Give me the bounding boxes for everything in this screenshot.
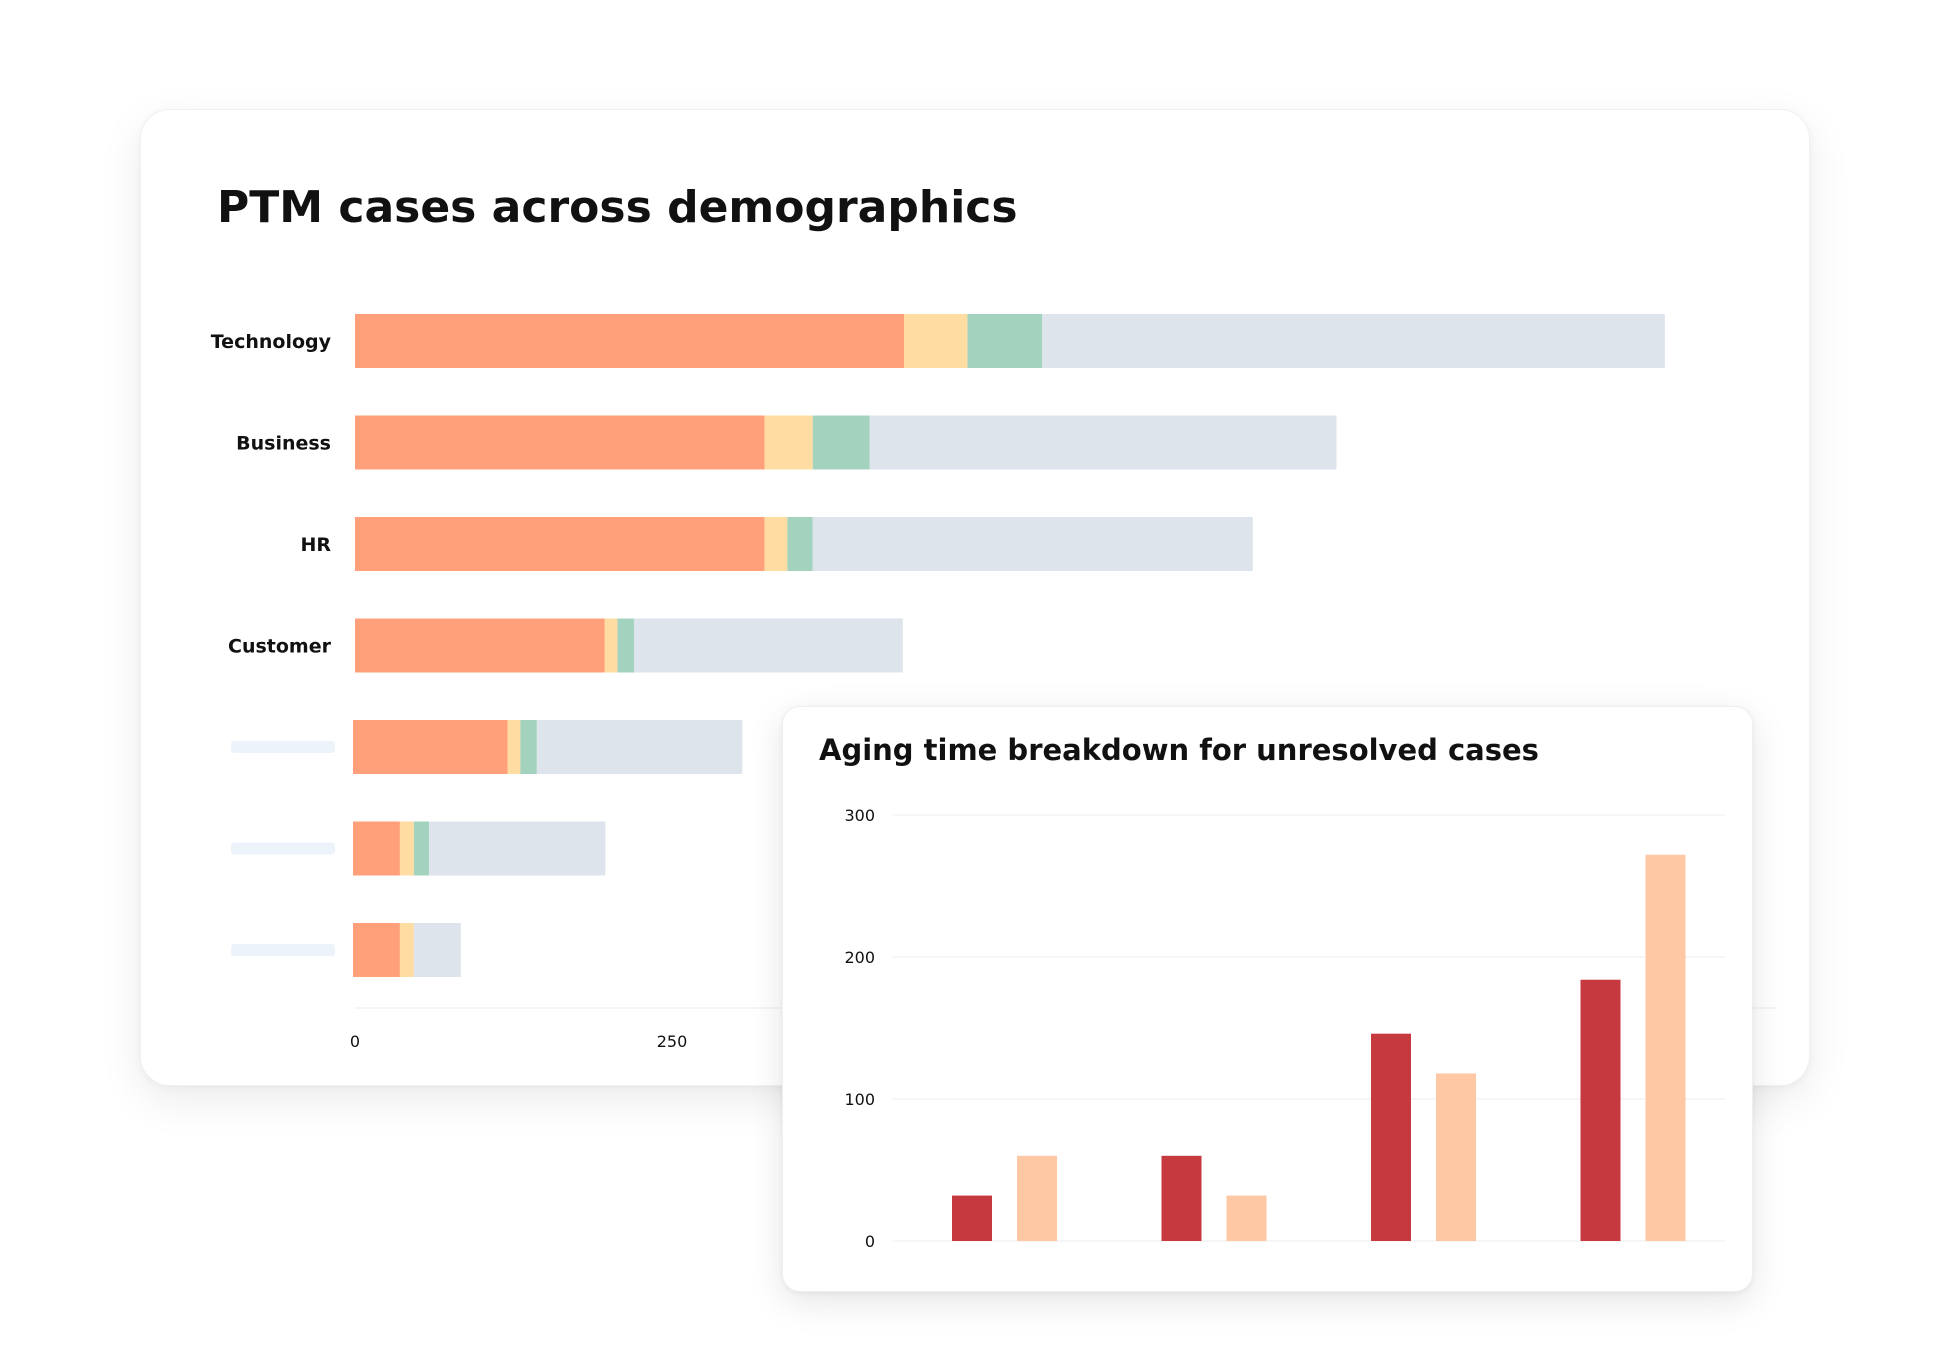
- bar-segment: [355, 618, 605, 673]
- bar-segment: [812, 415, 870, 470]
- bar-segment: [429, 821, 606, 876]
- bar-segment: [353, 821, 400, 876]
- bar: [1017, 1155, 1057, 1241]
- bar-segment: [507, 720, 521, 774]
- aging-time-card: Aging time breakdown for unresolved case…: [782, 706, 1753, 1292]
- bar-segment: [812, 517, 1253, 571]
- bar-segment: [355, 415, 765, 470]
- category-label-placeholder: [231, 944, 335, 956]
- ptm-cases-chart: Technology Business HR Customer 0 250: [211, 314, 1776, 1051]
- bar-segment: [399, 923, 414, 977]
- x-tick-label: 0: [350, 1032, 360, 1051]
- bar-segment: [869, 415, 1337, 470]
- bar-segment: [617, 618, 634, 673]
- bar-segment: [764, 415, 813, 470]
- bar-segment: [536, 720, 743, 774]
- bar-segment: [353, 720, 508, 774]
- bar: [1645, 854, 1686, 1241]
- aging-time-chart: 0 100 200 300: [844, 806, 1725, 1251]
- bar-segment: [604, 618, 618, 673]
- y-tick-label: 200: [844, 948, 875, 967]
- bar-segment: [764, 517, 788, 571]
- bar: [1226, 1195, 1267, 1241]
- bar: [1436, 1073, 1476, 1241]
- category-label: Technology: [211, 331, 332, 353]
- x-tick-label: 250: [657, 1032, 688, 1051]
- bar-segment: [1042, 314, 1665, 368]
- chart-title: Aging time breakdown for unresolved case…: [819, 733, 1539, 767]
- bar-segment: [413, 923, 461, 977]
- category-label: Business: [236, 433, 331, 455]
- bar-segment: [904, 314, 968, 368]
- bar: [952, 1195, 992, 1241]
- y-tick-label: 100: [844, 1090, 875, 1109]
- category-label-placeholder: [231, 741, 335, 753]
- y-tick-label: 300: [844, 806, 875, 825]
- category-label-placeholder: [231, 842, 335, 855]
- bar: [1161, 1155, 1202, 1241]
- y-tick-label: 0: [865, 1232, 875, 1251]
- bar-segment: [399, 821, 414, 876]
- bar-segment: [353, 923, 400, 977]
- chart-title: PTM cases across demographics: [217, 182, 1018, 233]
- category-label: Customer: [228, 636, 332, 658]
- bar-segment: [413, 821, 430, 876]
- bar-segment: [355, 314, 905, 368]
- bar-segment: [355, 517, 765, 571]
- category-label: HR: [300, 534, 331, 556]
- bar-segment: [520, 720, 537, 774]
- bar: [1580, 979, 1621, 1241]
- bar-segment: [633, 618, 903, 673]
- bar-segment: [967, 314, 1043, 368]
- bar-segment: [787, 517, 813, 571]
- bar: [1371, 1033, 1411, 1241]
